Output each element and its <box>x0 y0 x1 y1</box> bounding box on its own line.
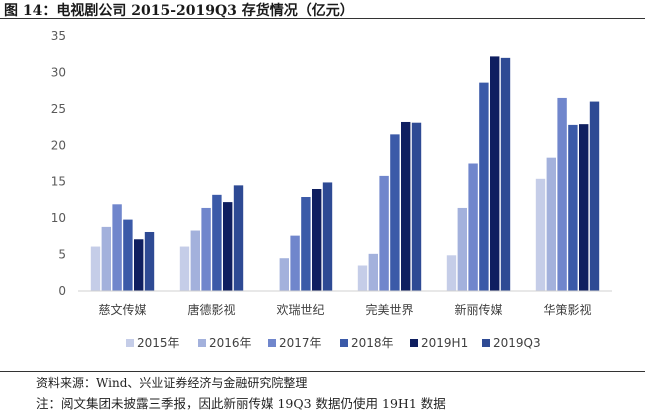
bar-2015年-慈文传媒 <box>90 246 101 291</box>
source-note: 资料来源：Wind、兴业证券经济与金融研究院整理 <box>36 376 308 390</box>
legend-label: 2017年 <box>279 336 322 350</box>
bar-2019H1-华策影视 <box>579 124 589 291</box>
x-tick-label: 新丽传媒 <box>454 302 502 317</box>
legend-label: 2016年 <box>209 336 252 350</box>
bar-2016年-完美世界 <box>368 253 378 291</box>
y-axis: 0 5 10 15 20 25 30 35 <box>51 29 66 298</box>
x-axis: 慈文传媒 唐德影视 欢瑞世纪 完美世界 新丽传媒 华策影视 <box>98 302 591 317</box>
bar-2018年-唐德影视 <box>212 194 222 291</box>
chart-title: 图 14：电视剧公司 2015-2019Q3 存货情况（亿元） <box>4 3 354 19</box>
y-tick-label: 15 <box>51 175 66 189</box>
y-tick-label: 25 <box>51 102 66 116</box>
legend-swatch <box>126 339 134 347</box>
legend-swatch <box>482 339 490 347</box>
title-divider <box>0 18 645 19</box>
bar-2018年-华策影视 <box>568 124 578 291</box>
y-tick-label: 35 <box>51 29 66 43</box>
legend-swatch <box>340 339 348 347</box>
bar-2019H1-欢瑞世纪 <box>312 189 322 291</box>
bar-2019H1-新丽传媒 <box>490 56 500 292</box>
bar-2016年-唐德影视 <box>190 230 200 291</box>
legend-swatch <box>198 339 206 347</box>
bar-2017年-唐德影视 <box>201 207 211 291</box>
bar-2015年-完美世界 <box>357 265 368 291</box>
bar-2018年-完美世界 <box>390 134 400 291</box>
bar-2018年-新丽传媒 <box>479 82 489 291</box>
bar-2016年-华策影视 <box>546 157 556 291</box>
bar-2017年-欢瑞世纪 <box>290 235 300 291</box>
footnote: 注：阅文集团未披露三季报，因此新丽传媒 19Q3 数据仍使用 19H1 数据 <box>36 396 446 411</box>
x-tick-label: 欢瑞世纪 <box>276 302 324 317</box>
bar-2019Q3-欢瑞世纪 <box>322 182 333 291</box>
x-tick-label: 完美世界 <box>365 302 413 317</box>
bar-2017年-新丽传媒 <box>468 163 478 291</box>
y-tick-label: 30 <box>51 65 66 79</box>
bar-2018年-慈文传媒 <box>123 219 133 291</box>
y-tick-label: 10 <box>51 211 66 225</box>
y-tick-label: 0 <box>58 284 66 298</box>
legend-label: 2015年 <box>137 336 180 350</box>
bars-group <box>90 56 600 292</box>
bar-2015年-唐德影视 <box>179 246 190 291</box>
bar-2016年-欢瑞世纪 <box>279 258 289 291</box>
bar-2018年-欢瑞世纪 <box>301 197 311 291</box>
bar-2019Q3-完美世界 <box>411 122 422 291</box>
bar-2017年-完美世界 <box>379 175 389 291</box>
bar-2015年-新丽传媒 <box>446 255 457 291</box>
x-tick-label: 华策影视 <box>543 302 591 317</box>
y-tick-label: 20 <box>51 138 66 152</box>
bar-2019Q3-慈文传媒 <box>144 231 155 291</box>
bar-2017年-华策影视 <box>557 97 567 292</box>
legend: 2015年 2016年 2017年 2018年 2019H1 2019Q3 <box>126 336 541 350</box>
bar-2016年-慈文传媒 <box>101 226 111 291</box>
bar-2019Q3-华策影视 <box>589 101 600 291</box>
bar-2019H1-完美世界 <box>401 121 411 291</box>
bar-2019Q3-唐德影视 <box>233 185 244 291</box>
legend-swatch <box>268 339 276 347</box>
x-tick-label: 唐德影视 <box>187 302 235 317</box>
footer-divider <box>0 371 645 372</box>
x-tick-label: 慈文传媒 <box>98 302 146 317</box>
bar-2019Q3-新丽传媒 <box>500 57 511 291</box>
legend-swatch <box>410 339 418 347</box>
bar-2017年-慈文传媒 <box>112 204 122 291</box>
bar-2019H1-唐德影视 <box>223 202 233 291</box>
bar-2019H1-慈文传媒 <box>134 239 144 291</box>
y-tick-label: 5 <box>58 248 66 262</box>
bar-2016年-新丽传媒 <box>457 207 467 291</box>
bar-2015年-华策影视 <box>535 178 546 291</box>
legend-label: 2019H1 <box>421 336 468 350</box>
legend-label: 2018年 <box>351 336 394 350</box>
legend-label: 2019Q3 <box>493 336 541 350</box>
